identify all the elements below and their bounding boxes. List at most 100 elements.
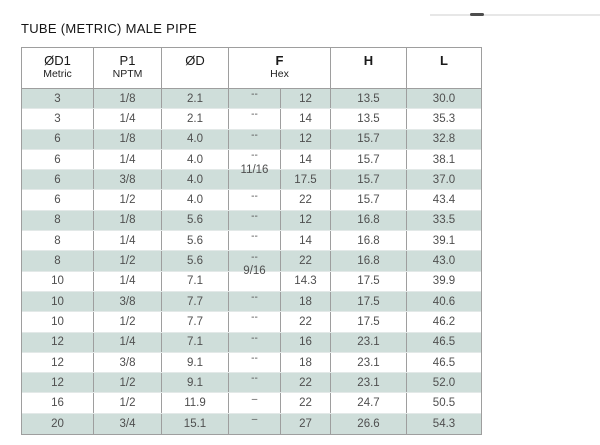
table-row: 12 1/2 9.1 -- 22 23.1 52.0	[22, 373, 481, 394]
cell-od: 5.6	[162, 231, 229, 251]
table-row: 16 1/2 11.9 – 22 24.7 50.5	[22, 393, 481, 414]
cell-f-hex: 18	[281, 352, 331, 373]
cell-h: 16.8	[331, 210, 407, 231]
header-metric-label: Metric	[43, 68, 72, 80]
header-h: H	[331, 48, 407, 88]
table-row: 10 1/2 7.7 -- 22 17.5 46.2	[22, 312, 481, 333]
cell-od: 4.0	[162, 149, 229, 170]
hex-fraction-value: 11/16	[240, 163, 269, 176]
cell-od: 9.1	[162, 373, 229, 393]
cell-h: 17.5	[331, 291, 407, 312]
cell-od: 2.1	[162, 109, 229, 129]
cell-p1: 3/8	[94, 170, 162, 190]
no-value-dash: --	[251, 312, 258, 324]
header-f-label: F	[275, 53, 284, 68]
cell-f-hex: 12	[281, 89, 331, 109]
table-row: 3 1/4 2.1 -- 14 13.5 35.3	[22, 109, 481, 130]
table-row: 6 1/2 4.0 -- 22 15.7 43.4	[22, 190, 481, 211]
cell-f-frac: --	[229, 251, 281, 271]
cell-h: 16.8	[331, 231, 407, 251]
header-l-label: L	[440, 53, 448, 68]
cell-h: 13.5	[331, 109, 407, 129]
cell-od: 4.0	[162, 170, 229, 190]
cell-od1: 6	[22, 170, 94, 190]
cell-od1: 8	[22, 210, 94, 231]
cell-p1: 1/2	[94, 373, 162, 393]
cell-l: 35.3	[432, 112, 456, 125]
header-nptm-label: NPTM	[112, 68, 143, 80]
no-value-dash: --	[251, 373, 258, 385]
cell-l: 38.1	[432, 153, 456, 166]
page-title: TUBE (METRIC) MALE PIPE	[21, 21, 197, 36]
cell-h: 15.7	[331, 190, 407, 210]
cell-od1: 10	[22, 291, 94, 312]
no-value-dash: --	[251, 129, 258, 141]
cell-p1: 1/8	[94, 129, 162, 149]
cell-p1: 1/4	[94, 149, 162, 170]
artifact-dash	[470, 13, 484, 16]
cell-p1: 3/8	[94, 352, 162, 373]
cell-f-hex: 22	[281, 190, 331, 210]
table-row: 10 3/8 7.7 -- 18 17.5 40.6	[22, 291, 481, 313]
table-body: 3 1/8 2.1 -- 12 13.5 30.0 3 1/4 2.1 -- 14 13.5 35.3 6 1…	[22, 89, 481, 435]
cell-f-hex: 14	[281, 109, 331, 129]
cell-od1: 6	[22, 190, 94, 210]
cell-h: 26.6	[331, 413, 407, 435]
cell-od: 5.6	[162, 210, 229, 231]
no-value-dash: --	[251, 231, 258, 243]
table-header-row: ØD1 Metric P1 NPTM ØD F Hex H L	[22, 48, 481, 89]
cell-od: 7.7	[162, 291, 229, 312]
cell-od: 5.6	[162, 251, 229, 271]
cell-l: 54.3	[432, 417, 456, 430]
cell-f-frac: 9/16	[229, 265, 281, 291]
cell-f-hex: 12	[281, 210, 331, 231]
cell-l: 46.2	[432, 315, 456, 328]
cell-p1: 1/2	[94, 251, 162, 271]
header-od-label: ØD	[185, 53, 205, 68]
no-value-dash: –	[251, 393, 258, 405]
cell-p1: 3/8	[94, 291, 162, 312]
cell-od1: 10	[22, 271, 94, 291]
no-value-dash: --	[251, 292, 258, 304]
header-od1-label: ØD1	[44, 53, 71, 68]
no-value-dash: --	[251, 251, 258, 263]
cell-od1: 6	[22, 129, 94, 149]
cell-p1: 1/4	[94, 332, 162, 352]
cell-f-frac: --	[229, 291, 281, 312]
cell-od1: 3	[22, 89, 94, 109]
cell-od1: 12	[22, 352, 94, 373]
header-h-label: H	[363, 53, 374, 68]
cell-od: 7.1	[162, 332, 229, 352]
cell-l: 46.5	[432, 356, 456, 369]
cell-f-hex: 17.5	[281, 170, 331, 190]
cell-od: 4.0	[162, 129, 229, 149]
cell-od1: 20	[22, 413, 94, 435]
cell-l: 43.4	[432, 194, 456, 207]
cell-f-frac: --	[229, 109, 281, 129]
header-od1-metric: ØD1 Metric	[22, 48, 94, 88]
header-p1-label: P1	[119, 53, 136, 68]
cell-h: 13.5	[331, 89, 407, 109]
cell-h: 23.1	[331, 332, 407, 352]
cell-od: 11.9	[162, 393, 229, 413]
cell-f-frac: --	[229, 210, 281, 231]
cell-h: 16.8	[331, 251, 407, 271]
cell-h: 23.1	[331, 373, 407, 393]
cell-f-hex: 14	[281, 231, 331, 251]
cell-l: 43.0	[432, 255, 456, 268]
table-row: 8 1/4 5.6 -- 14 16.8 39.1	[22, 231, 481, 252]
cell-l: 37.0	[432, 173, 456, 186]
cell-h: 15.7	[331, 129, 407, 149]
cell-f-hex: 22	[281, 373, 331, 393]
cell-p1: 1/8	[94, 210, 162, 231]
cell-f-frac: --	[229, 312, 281, 332]
cell-p1: 1/4	[94, 109, 162, 129]
table-row: 8 1/8 5.6 -- 12 16.8 33.5	[22, 210, 481, 232]
no-value-dash: --	[251, 109, 258, 121]
cell-h: 24.7	[331, 393, 407, 413]
cell-l: 46.5	[432, 336, 456, 349]
no-value-dash: --	[251, 89, 258, 101]
cell-f-hex: 18	[281, 291, 331, 312]
cell-f-hex: 14.3	[281, 271, 331, 291]
cell-f-frac: --	[229, 352, 281, 373]
